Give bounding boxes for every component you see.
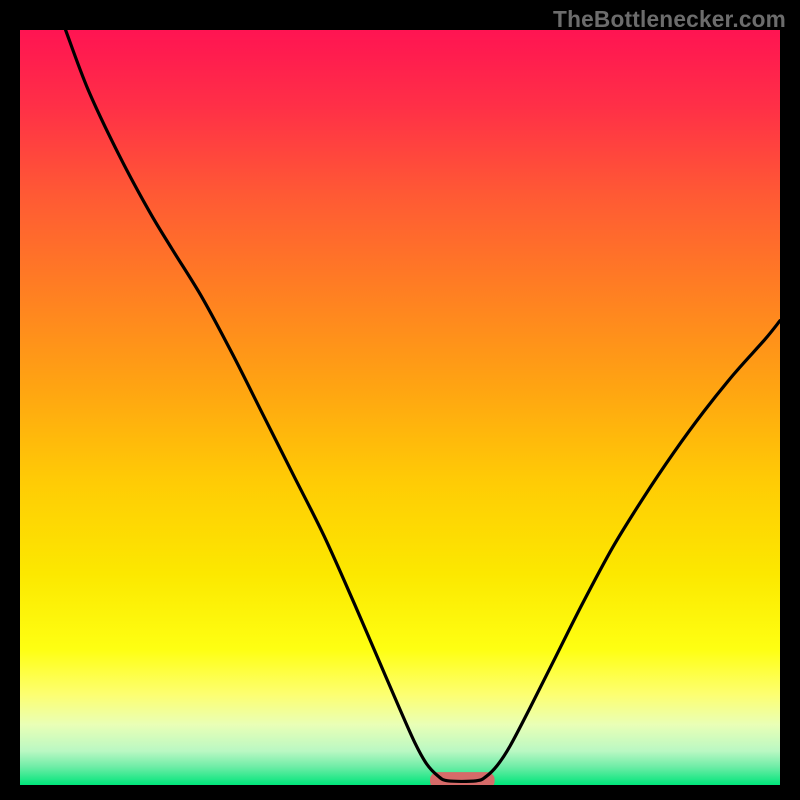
frame-border-right: [780, 0, 800, 800]
frame-border-bottom: [0, 785, 800, 800]
frame-border-left: [0, 0, 20, 800]
chart-svg: [20, 30, 780, 785]
plot-area: [20, 30, 780, 785]
gradient-background: [20, 30, 780, 785]
watermark-text: TheBottlenecker.com: [553, 6, 786, 33]
